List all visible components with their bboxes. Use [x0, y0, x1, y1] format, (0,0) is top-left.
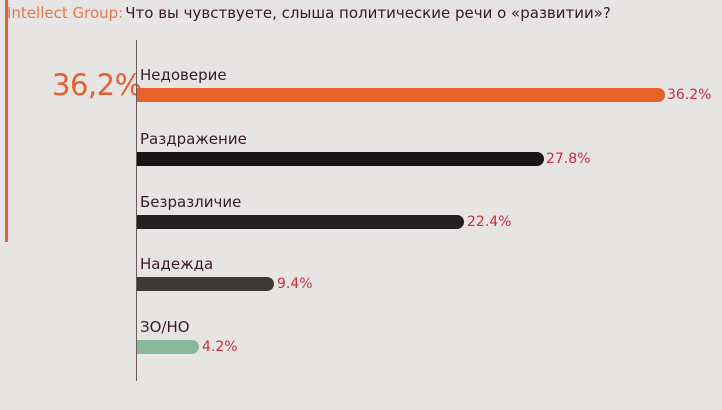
chart-title: Intellect Group: Что вы чувствуете, слыша…	[7, 4, 611, 22]
brand-label: Intellect Group:	[7, 4, 124, 22]
bar-label: Недоверие	[140, 66, 227, 84]
bar	[137, 152, 544, 166]
bar-label: Раздражение	[140, 130, 247, 148]
bar-value: 9.4%	[277, 276, 313, 292]
bar	[137, 88, 665, 102]
bar-label: Безразличие	[140, 193, 242, 211]
bar-value: 27.8%	[546, 151, 591, 167]
y-axis-line	[136, 40, 137, 381]
bar	[137, 215, 464, 229]
bar	[137, 277, 274, 291]
bar-value: 22.4%	[467, 214, 512, 230]
bar-label: ЗО/НО	[140, 318, 190, 336]
highlight-value: 36,2%	[52, 68, 142, 102]
bar-value: 4.2%	[202, 339, 238, 355]
bar	[137, 340, 199, 354]
accent-line	[5, 0, 8, 242]
question-text: Что вы чувствуете, слыша политические ре…	[125, 4, 611, 22]
bar-value: 36.2%	[667, 87, 712, 103]
bar-label: Надежда	[140, 255, 214, 273]
